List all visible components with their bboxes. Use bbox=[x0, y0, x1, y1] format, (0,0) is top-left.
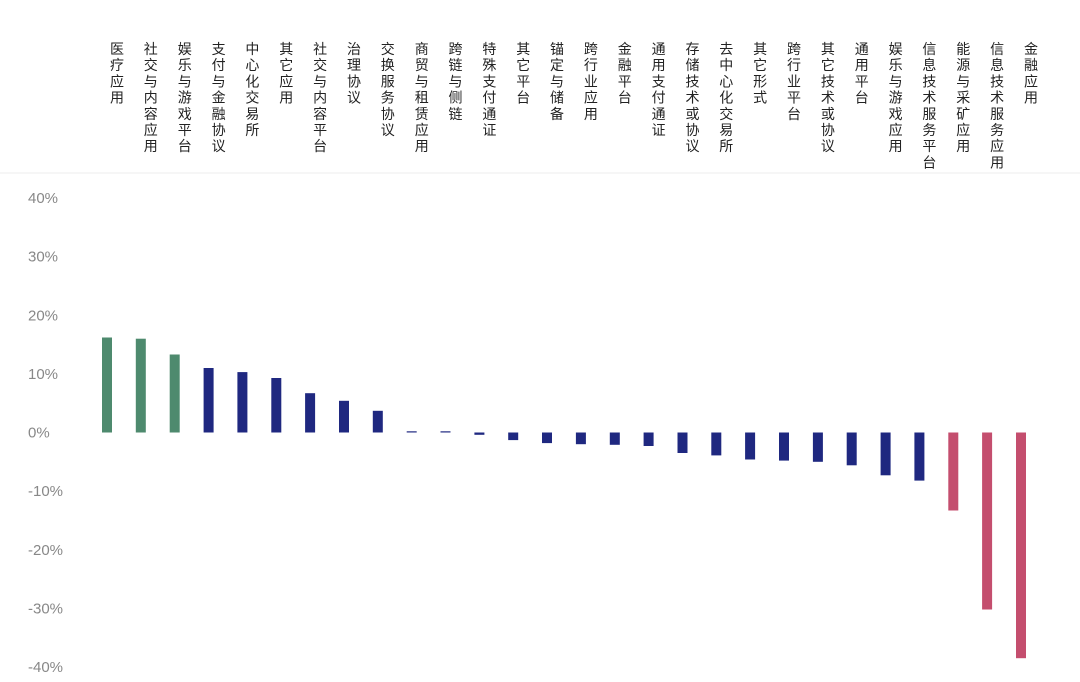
bar bbox=[643, 432, 654, 446]
bar bbox=[542, 432, 552, 444]
y-tick-label: -30% bbox=[28, 600, 63, 617]
bar bbox=[440, 431, 451, 433]
bar bbox=[880, 432, 891, 476]
category-label: 能源与采矿应用 bbox=[956, 42, 970, 155]
category-label: 其它平台 bbox=[516, 42, 530, 107]
category-label: 跨行业应用 bbox=[584, 42, 598, 123]
category-label: 交换服务协议 bbox=[381, 41, 395, 139]
bar bbox=[1016, 432, 1026, 659]
category-label: 社交与内容应用 bbox=[144, 42, 158, 155]
y-tick-label: 0% bbox=[28, 425, 50, 442]
category-label: 通用平台 bbox=[855, 42, 869, 107]
bar bbox=[575, 432, 586, 445]
category-label: 中心化交易所 bbox=[245, 42, 259, 139]
category-label: 其它形式 bbox=[753, 42, 767, 107]
category-label: 治理协议 bbox=[347, 42, 361, 107]
y-tick-label: 40% bbox=[28, 190, 58, 207]
bar bbox=[135, 338, 146, 433]
category-label: 其它应用 bbox=[279, 42, 293, 107]
category-label: 商贸与租赁应用 bbox=[415, 42, 429, 155]
category-label: 支付与金融协议 bbox=[212, 42, 226, 155]
bar bbox=[474, 432, 485, 435]
bars-group bbox=[102, 337, 1026, 659]
bar bbox=[508, 432, 519, 441]
category-label: 跨链与侧链 bbox=[449, 42, 463, 123]
bar bbox=[237, 372, 248, 433]
y-axis: 40% 30% 20% 10% 0% -10% -20% -30% -40% bbox=[28, 190, 63, 676]
bar bbox=[339, 400, 349, 433]
category-labels-group: 医疗应用 社交与内容应用 娱乐与游戏平台 支付与金融协议 中心化交易所 其它应用 社交与内容… bbox=[110, 41, 1038, 171]
bar bbox=[711, 432, 722, 456]
y-tick-label: 10% bbox=[28, 366, 58, 383]
bar bbox=[779, 432, 789, 461]
bar bbox=[677, 432, 688, 453]
category-label: 特殊支付通证 bbox=[482, 42, 496, 139]
category-label: 信息技术服务应用 bbox=[990, 42, 1004, 171]
y-tick-label: -20% bbox=[28, 542, 63, 559]
category-label: 去中心化交易所 bbox=[719, 42, 733, 155]
bar bbox=[846, 432, 857, 466]
y-tick-label: -10% bbox=[28, 483, 63, 500]
bar bbox=[745, 432, 756, 460]
category-label: 娱乐与游戏应用 bbox=[889, 42, 903, 155]
bar bbox=[102, 337, 112, 433]
category-label: 娱乐与游戏平台 bbox=[178, 42, 192, 155]
category-label: 存储技术或协议 bbox=[686, 42, 700, 155]
bar bbox=[812, 432, 823, 462]
category-label: 锚定与储备 bbox=[550, 42, 564, 123]
category-label: 跨行业平台 bbox=[787, 42, 801, 123]
category-label: 通用支付通证 bbox=[652, 42, 666, 139]
category-label: 信息技术服务平台 bbox=[922, 42, 936, 171]
bar bbox=[914, 432, 925, 481]
bar bbox=[169, 354, 180, 433]
bar bbox=[305, 393, 316, 433]
bar bbox=[948, 432, 959, 511]
bar bbox=[982, 432, 993, 610]
y-tick-label: 20% bbox=[28, 307, 58, 324]
category-label: 金融平台 bbox=[618, 42, 632, 107]
y-tick-label: 30% bbox=[28, 249, 58, 266]
bar bbox=[271, 378, 282, 433]
category-label: 社交与内容平台 bbox=[313, 42, 327, 155]
bar bbox=[406, 431, 417, 433]
bar bbox=[203, 368, 214, 433]
category-label: 医疗应用 bbox=[110, 42, 124, 107]
bar bbox=[609, 432, 620, 445]
y-tick-label: -40% bbox=[28, 659, 63, 676]
category-label: 其它技术或协议 bbox=[821, 42, 835, 155]
category-label: 金融应用 bbox=[1024, 42, 1038, 107]
bar bbox=[372, 410, 383, 433]
